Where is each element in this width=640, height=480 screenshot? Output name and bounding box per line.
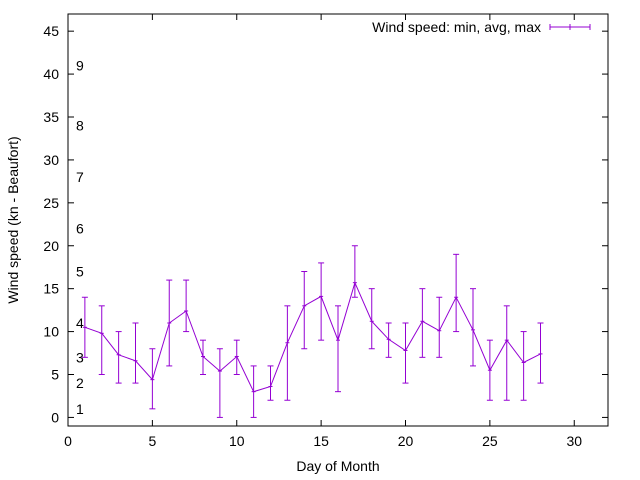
error-bar bbox=[436, 296, 443, 358]
beaufort-label: 4 bbox=[76, 315, 84, 331]
error-bar bbox=[301, 271, 308, 350]
y-tick-label: 15 bbox=[43, 281, 59, 297]
error-bar bbox=[250, 365, 257, 418]
series-line bbox=[84, 281, 541, 393]
y-tick-label: 20 bbox=[43, 238, 59, 254]
y-tick-label: 10 bbox=[43, 324, 59, 340]
error-bar bbox=[453, 253, 460, 333]
legend-label: Wind speed: min, avg, max bbox=[372, 19, 541, 35]
error-bar bbox=[267, 365, 274, 401]
beaufort-label: 7 bbox=[76, 169, 84, 185]
beaufort-label: 3 bbox=[76, 349, 84, 365]
error-bar bbox=[402, 322, 409, 384]
error-bar bbox=[537, 322, 544, 384]
x-tick-label: 0 bbox=[64, 433, 72, 449]
error-bar bbox=[216, 348, 223, 418]
error-bar bbox=[335, 305, 341, 393]
x-axis-ticks: 0 5 10 15 20 25 30 bbox=[64, 14, 582, 449]
error-bar bbox=[385, 322, 392, 358]
error-bar bbox=[200, 339, 206, 375]
x-tick-label: 20 bbox=[398, 433, 414, 449]
error-bar bbox=[470, 288, 476, 367]
error-bar bbox=[351, 245, 358, 298]
beaufort-label: 6 bbox=[76, 221, 84, 237]
x-tick-label: 25 bbox=[482, 433, 498, 449]
error-bar bbox=[166, 279, 173, 367]
x-axis-label: Day of Month bbox=[296, 458, 379, 474]
y-tick-label: 25 bbox=[43, 195, 59, 211]
error-bar bbox=[233, 339, 240, 375]
beaufort-label: 9 bbox=[76, 58, 84, 74]
error-bar bbox=[132, 322, 139, 384]
x-tick-label: 5 bbox=[148, 433, 156, 449]
error-bar bbox=[183, 279, 190, 333]
series-group bbox=[81, 245, 544, 418]
y-tick-label: 5 bbox=[51, 367, 59, 383]
error-bar bbox=[503, 305, 510, 401]
y-tick-label: 35 bbox=[43, 109, 59, 125]
error-bar bbox=[115, 331, 122, 384]
legend: Wind speed: min, avg, max bbox=[372, 19, 591, 35]
x-tick-label: 15 bbox=[313, 433, 329, 449]
y-tick-label: 40 bbox=[43, 66, 59, 82]
error-bar bbox=[419, 288, 426, 358]
error-bar bbox=[149, 348, 156, 410]
beaufort-label: 5 bbox=[76, 264, 84, 280]
error-bar bbox=[318, 262, 325, 341]
error-bar bbox=[520, 331, 527, 401]
beaufort-label: 8 bbox=[76, 118, 84, 134]
error-bar bbox=[368, 288, 375, 350]
error-bar bbox=[98, 305, 105, 375]
x-tick-label: 10 bbox=[229, 433, 245, 449]
beaufort-scale-labels: 1 2 3 4 5 6 7 8 9 bbox=[76, 58, 84, 417]
error-bar bbox=[284, 305, 291, 401]
beaufort-label: 2 bbox=[76, 375, 84, 391]
y-tick-label: 45 bbox=[43, 23, 59, 39]
plot-area bbox=[67, 13, 609, 427]
error-bar bbox=[486, 339, 493, 401]
y-tick-label: 0 bbox=[51, 409, 59, 425]
x-tick-label: 30 bbox=[566, 433, 582, 449]
y-axis-label: Wind speed (kn - Beaufort) bbox=[5, 136, 21, 303]
y-tick-label: 30 bbox=[43, 152, 59, 168]
error-bar bbox=[81, 296, 88, 358]
beaufort-label: 1 bbox=[76, 401, 84, 417]
